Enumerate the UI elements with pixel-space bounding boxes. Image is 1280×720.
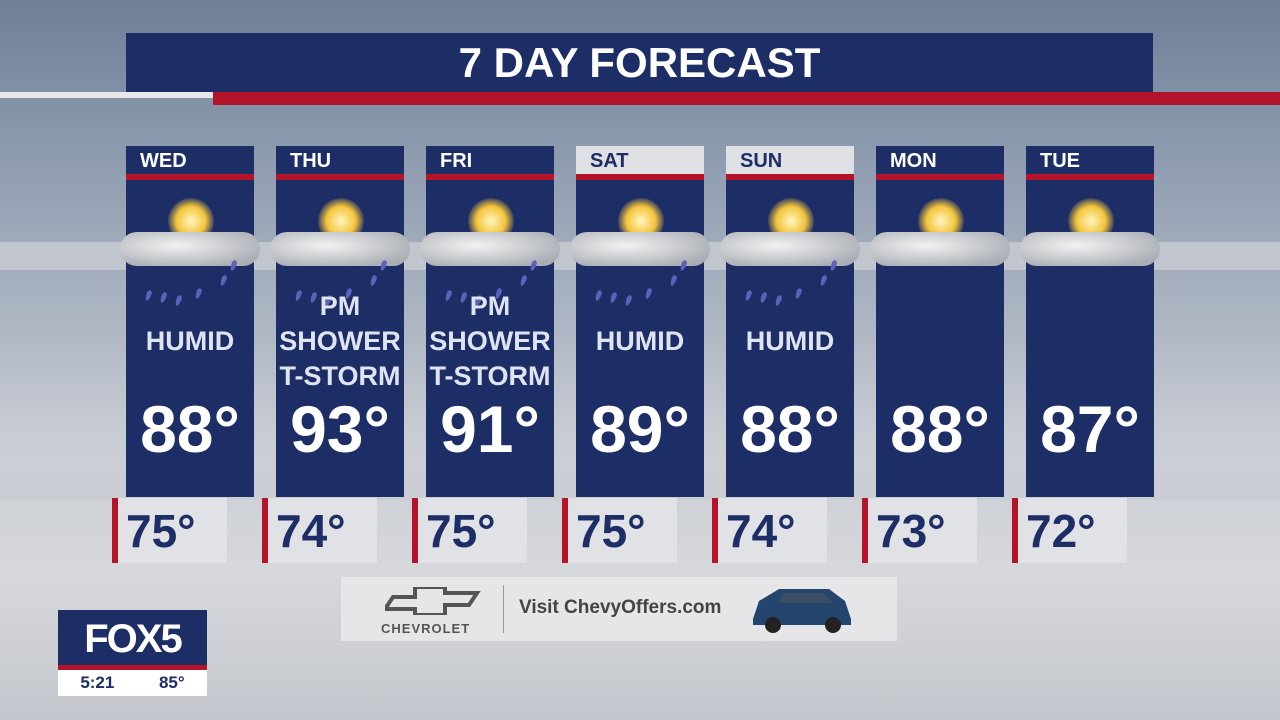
- high-temp: 91°: [440, 392, 540, 466]
- forecast-day-sun: SUN HUMID 88°: [720, 146, 860, 497]
- low-temp: 74°: [712, 498, 827, 563]
- low-temp: 73°: [862, 498, 977, 563]
- high-temp: 89°: [590, 392, 690, 466]
- condition-text: PM: [469, 291, 511, 321]
- condition-text: SHOWER: [279, 326, 401, 356]
- current-time: 5:21: [80, 673, 115, 692]
- day-label: SUN: [726, 146, 854, 180]
- high-temp: 88°: [140, 392, 240, 466]
- car-icon: [753, 589, 851, 633]
- high-temp: 87°: [1040, 392, 1140, 466]
- day-label: MON: [876, 146, 1004, 180]
- low-temp: 75°: [562, 498, 677, 563]
- forecast-day-tue: TUE 87°: [1020, 146, 1160, 497]
- condition-text: PM: [319, 291, 361, 321]
- current-temp: 85°: [158, 673, 185, 692]
- day-label: THU: [276, 146, 404, 180]
- condition-text: HUMID: [745, 326, 835, 356]
- ad-text: Visit ChevyOffers.com: [519, 597, 722, 618]
- divider: [503, 585, 504, 633]
- page-title: 7 DAY FORECAST: [126, 33, 1153, 92]
- chevrolet-bowtie-icon: [385, 587, 481, 615]
- low-temp: 75°: [112, 498, 227, 563]
- high-temp: 88°: [740, 392, 840, 466]
- day-label: FRI: [426, 146, 554, 180]
- sun-cloud-rain-icon: [270, 180, 410, 307]
- divider: [0, 92, 213, 98]
- partly-sunny-icon: [870, 180, 1010, 300]
- condition-text: HUMID: [145, 326, 235, 356]
- high-temp: 93°: [290, 392, 390, 466]
- ad-brand: CHEVROLET: [381, 621, 471, 636]
- sun-cloud-rain-icon: [120, 180, 260, 307]
- low-temp: 74°: [262, 498, 377, 563]
- condition-text: T-STORM: [279, 361, 401, 391]
- forecast-day-mon: MON 88°: [870, 146, 1010, 497]
- divider: [213, 92, 1280, 105]
- forecast-day-sat: SAT HUMID 89°: [570, 146, 710, 497]
- condition-text: SHOWER: [429, 326, 551, 356]
- forecast-day-thu: THU PM SHOWER T-STORM 93°: [270, 146, 410, 497]
- day-label: SAT: [576, 146, 704, 180]
- forecast-day-fri: FRI PM SHOWER T-STORM 91°: [420, 146, 560, 497]
- low-temp: 72°: [1012, 498, 1127, 563]
- station-bug: FOX5 5:21 85°: [58, 610, 207, 696]
- fox5-logo: FOX5: [58, 610, 207, 670]
- partly-sunny-icon: [1020, 180, 1160, 300]
- chevrolet-ad[interactable]: CHEVROLET Visit ChevyOffers.com: [341, 577, 897, 641]
- forecast-day-wed: WED HUMID 88°: [120, 146, 260, 497]
- sun-cloud-rain-icon: [570, 180, 710, 307]
- sun-cloud-rain-icon: [720, 180, 860, 307]
- day-label: TUE: [1026, 146, 1154, 180]
- sun-cloud-rain-icon: [420, 180, 560, 307]
- condition-text: HUMID: [595, 326, 685, 356]
- day-label: WED: [126, 146, 254, 180]
- condition-text: T-STORM: [429, 361, 551, 391]
- high-temp: 88°: [890, 392, 990, 466]
- low-temp: 75°: [412, 498, 527, 563]
